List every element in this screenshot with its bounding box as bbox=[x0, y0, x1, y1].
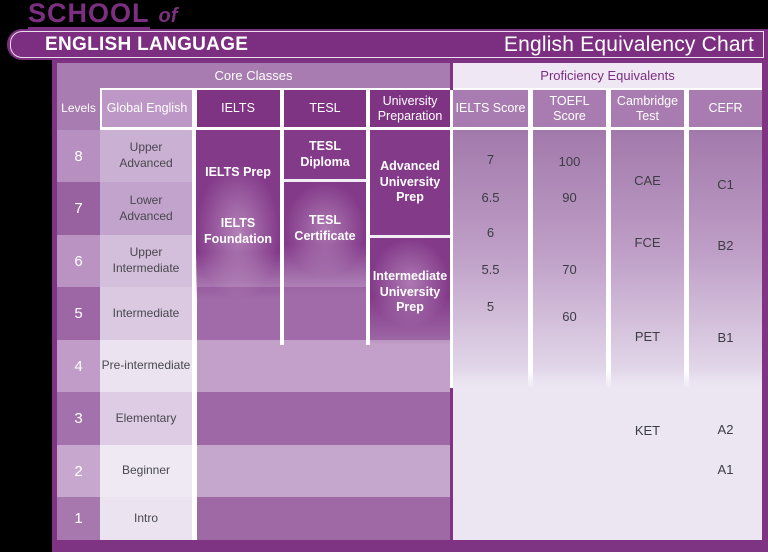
ielts-score-value: 5.5 bbox=[481, 262, 500, 277]
column-header-cefr: CEFR bbox=[689, 90, 762, 127]
divider bbox=[280, 90, 284, 345]
banner-school-name: ENGLISH LANGUAGE bbox=[45, 33, 249, 55]
level-number: 8 bbox=[57, 130, 100, 182]
column-header-toefl-score: TOEFL Score bbox=[533, 90, 606, 127]
global-english-name: Upper Intermediate bbox=[100, 235, 192, 287]
level-number: 4 bbox=[57, 340, 100, 392]
divider bbox=[284, 179, 366, 182]
level-number: 6 bbox=[57, 235, 100, 287]
cefr-value: B2 bbox=[717, 238, 734, 253]
proficiency-columns bbox=[453, 130, 762, 388]
cefr-strip bbox=[689, 130, 762, 388]
school-logo-of: of bbox=[158, 5, 178, 27]
ielts-score-value: 6.5 bbox=[481, 190, 500, 205]
global-english-name: Intermediate bbox=[100, 287, 192, 340]
toefl-score-value: 60 bbox=[562, 309, 577, 324]
row-band-4 bbox=[197, 340, 450, 392]
global-english-name: Beginner bbox=[100, 445, 192, 497]
column-header-tesl: TESL bbox=[284, 90, 366, 127]
program-ielts-foundation: IELTS Foundation bbox=[203, 216, 273, 246]
level-number: 2 bbox=[57, 445, 100, 497]
cefr-value: A2 bbox=[717, 422, 734, 437]
level-number: 7 bbox=[57, 182, 100, 235]
toefl-score-value: 70 bbox=[562, 262, 577, 277]
cambridge-test-value: FCE bbox=[634, 235, 661, 250]
proficiency-lower-panel bbox=[453, 388, 762, 540]
intermediate-university-prep-block: Intermediate University Prep bbox=[370, 238, 450, 345]
program-intermediate-university-prep: Intermediate University Prep bbox=[372, 269, 448, 315]
column-header-ielts: IELTS bbox=[196, 90, 280, 127]
cambridge-test-value: PET bbox=[634, 329, 661, 344]
row-band-2 bbox=[197, 445, 450, 497]
toefl-score-value: 90 bbox=[562, 190, 577, 205]
toefl-score-strip bbox=[533, 130, 606, 388]
divider bbox=[366, 90, 370, 345]
page-title: English Equivalency Chart bbox=[503, 32, 754, 56]
school-logo: SCHOOL of bbox=[28, 0, 177, 30]
column-header-global-english: Global English bbox=[102, 90, 192, 127]
column-header-ielts-score: IELTS Score bbox=[453, 90, 528, 127]
cefr-value: C1 bbox=[717, 177, 734, 192]
banner-keyline bbox=[10, 31, 764, 58]
toefl-score-value: 100 bbox=[558, 154, 581, 169]
banner-bar: ENGLISH LANGUAGE English Equivalency Cha… bbox=[7, 29, 768, 60]
row-band-3 bbox=[197, 392, 450, 445]
global-english-name: Elementary bbox=[100, 392, 192, 445]
chart-panel: Core Classes Proficiency Equivalents Lev… bbox=[52, 60, 768, 552]
column-header-cambridge-test: Cambridge Test bbox=[611, 90, 684, 127]
ielts-score-value: 6 bbox=[486, 225, 495, 240]
section-core-classes: Core Classes bbox=[57, 63, 450, 88]
level-number: 1 bbox=[57, 497, 100, 540]
school-logo-word: SCHOOL bbox=[28, 0, 150, 30]
strip-fade bbox=[453, 370, 762, 388]
ielts-program-block: IELTS Prep IELTS Foundation bbox=[196, 130, 280, 300]
row-band-1 bbox=[197, 497, 450, 540]
program-ielts-prep: IELTS Prep bbox=[205, 165, 271, 179]
cambridge-test-strip bbox=[611, 130, 684, 388]
section-proficiency-equivalents: Proficiency Equivalents bbox=[453, 63, 762, 88]
column-header-levels: Levels bbox=[57, 88, 100, 130]
program-tesl-certificate: TESL Certificate bbox=[294, 213, 356, 243]
program-advanced-university-prep: Advanced University Prep bbox=[370, 130, 450, 235]
cefr-value: B1 bbox=[717, 330, 734, 345]
global-english-name: Intro bbox=[100, 497, 192, 540]
divider bbox=[450, 90, 453, 388]
level-number: 3 bbox=[57, 392, 100, 445]
ielts-score-strip bbox=[453, 130, 528, 388]
level-number: 5 bbox=[57, 287, 100, 340]
cefr-value: A1 bbox=[717, 462, 734, 477]
ielts-score-value: 5 bbox=[486, 299, 495, 314]
ielts-score-value: 7 bbox=[486, 152, 495, 167]
cambridge-test-value: CAE bbox=[634, 173, 661, 188]
tesl-certificate-block: TESL Certificate bbox=[284, 182, 366, 295]
program-tesl-diploma: TESL Diploma bbox=[284, 130, 366, 179]
global-english-name: Lower Advanced bbox=[100, 182, 192, 235]
divider bbox=[370, 235, 450, 238]
global-english-name: Upper Advanced bbox=[100, 130, 192, 182]
cambridge-test-value: KET bbox=[634, 423, 661, 438]
global-english-name: Pre-intermediate bbox=[100, 340, 192, 392]
column-header-university-preparation: University Preparation bbox=[370, 90, 450, 127]
divider bbox=[192, 90, 197, 540]
